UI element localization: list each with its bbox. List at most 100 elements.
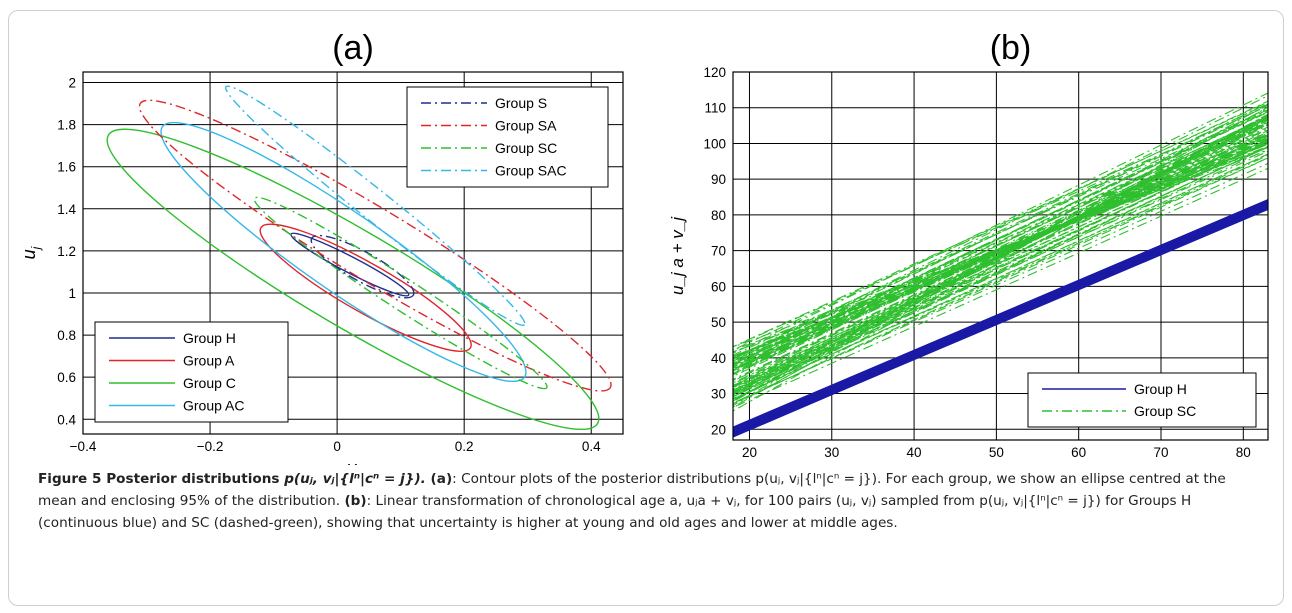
legend-bottom-left-a-entry: Group H — [183, 330, 236, 346]
legend-top-right-a-box — [406, 86, 609, 188]
caption-lead: Figure 5 Posterior distributions — [38, 471, 285, 487]
sample-line-group-h — [733, 202, 1268, 432]
y-axis-label-b-text: u_j a + v_j — [668, 216, 687, 295]
sample-line-group-sc — [733, 157, 1268, 405]
caption-a-label: (a) — [425, 471, 453, 487]
sample-line-group-h — [733, 206, 1268, 436]
sample-line-group-sc — [733, 142, 1268, 389]
y-tick-label: 1.2 — [57, 244, 76, 259]
y-axis-label-a-text: uj — [19, 246, 43, 259]
sample-line-group-sc — [733, 134, 1268, 370]
sample-line-group-sc — [733, 117, 1268, 406]
chart-panel-b: 20 30 40 50 60 70 80 20 30 40 50 60 70 80 90 100 110 120 (… — [668, 29, 1269, 465]
legend-top-right-a-entry: Group SA — [495, 118, 557, 134]
ellipse-group-c — [106, 128, 600, 431]
ellipse-group-h — [290, 232, 410, 297]
ellipse-group-s — [310, 234, 415, 299]
y-axis-label-a-sub: j — [29, 246, 43, 251]
x-tick-label: 50 — [989, 445, 1004, 460]
figure-frame — [8, 10, 1284, 606]
x-tick-label: 80 — [1236, 445, 1251, 460]
sample-line-group-sc — [733, 130, 1268, 382]
y-tick-label: 0.4 — [57, 412, 76, 427]
y-axis-label-b: u_j a + v_j — [668, 216, 687, 295]
caption-b-label: (b) — [344, 493, 367, 509]
legend-top-right-a: Group S Group SA Group SC Group SAC — [406, 86, 609, 188]
y-tick-label: 1 — [68, 286, 76, 301]
sample-line-group-h — [733, 203, 1268, 433]
y-tick-label: 2 — [68, 76, 76, 91]
x-tick-label: 0.2 — [455, 439, 474, 454]
ellipse-group-ac — [160, 121, 527, 383]
sample-line-group-sc — [733, 154, 1268, 405]
legend-bottom-left-a-entry: Group AC — [183, 398, 244, 414]
y-tick-label: 70 — [711, 244, 726, 259]
chart-panel-a: −0.4 −0.2 0 0.2 0.4 0.4 0.6 0.8 1 1.2 1.4 1.6 1.8 2 (a… — [19, 29, 624, 465]
x-tick-label: −0.4 — [70, 439, 97, 454]
panel-label-a: (a) — [332, 29, 374, 67]
plot-border — [732, 71, 1269, 441]
legend-top-right-a-entry: Group SAC — [495, 163, 567, 179]
sample-line-group-sc — [733, 139, 1268, 358]
legend-bottom-left-a-entry: Group A — [183, 353, 235, 369]
ellipse-group-sa — [138, 99, 612, 392]
y-tick-label: 100 — [703, 136, 726, 151]
legend-bottom-left-a: Group H Group A Group C Group AC — [94, 321, 289, 423]
x-tick-label: −0.2 — [197, 439, 224, 454]
sample-line-group-sc — [733, 115, 1268, 403]
sample-line-group-sc — [733, 138, 1268, 388]
plot-border — [82, 71, 624, 435]
sample-line-group-sc — [733, 145, 1268, 357]
sample-line-group-h — [733, 208, 1268, 438]
sample-line-group-sc — [733, 105, 1268, 360]
sample-line-group-sc — [733, 103, 1268, 408]
sample-line-group-sc — [733, 126, 1268, 384]
y-tick-label: 60 — [711, 279, 726, 294]
y-tick-label: 1.4 — [57, 202, 76, 217]
sample-line-group-sc — [733, 140, 1268, 363]
panel-label-b: (b) — [990, 29, 1032, 67]
x-tick-label: 30 — [824, 445, 839, 460]
sample-line-group-sc — [733, 101, 1268, 348]
sample-line-group-sc — [733, 92, 1268, 354]
y-tick-label: 90 — [711, 172, 726, 187]
sample-line-group-sc — [733, 123, 1268, 374]
y-tick-label: 1.8 — [57, 118, 76, 133]
caption-lead-math: p(uⱼ, vⱼ|{lⁿ|cⁿ = j}). — [284, 471, 426, 487]
legend-b-entry: Group SC — [1134, 403, 1196, 419]
sample-line-group-sc — [733, 142, 1268, 358]
sample-line-group-sc — [733, 135, 1268, 387]
sample-line-group-sc — [733, 116, 1268, 365]
y-tick-label: 30 — [711, 387, 726, 402]
sample-line-group-sc — [733, 138, 1268, 388]
sample-lines-layer — [733, 92, 1268, 438]
y-tick-label: 40 — [711, 351, 726, 366]
sample-line-group-sc — [733, 106, 1268, 402]
y-tick-label: 110 — [704, 101, 726, 116]
x-tick-label: 0.4 — [582, 439, 601, 454]
legend-bottom-right-b: Group H Group SC — [1027, 372, 1257, 428]
caption-b-text: : Linear transformation of chronological… — [38, 493, 1192, 531]
x-tick-label: 70 — [1153, 445, 1168, 460]
sample-line-group-sc — [733, 100, 1268, 351]
sample-line-group-sc — [733, 153, 1268, 400]
sample-line-group-sc — [733, 147, 1268, 351]
legend-b-box — [1027, 372, 1257, 428]
y-tick-label: 20 — [711, 422, 726, 437]
caption-a-text: : Contour plots of the posterior distrib… — [38, 471, 1226, 509]
x-axis-label-a: vj — [347, 458, 359, 465]
x-axis-label-b: a — [995, 462, 1005, 465]
ellipse-group-a — [259, 223, 472, 352]
y-tick-label: 0.6 — [57, 370, 76, 385]
sample-line-group-sc — [733, 148, 1268, 398]
sample-line-group-sc — [733, 107, 1268, 369]
x-tick-label: 0 — [333, 439, 341, 454]
sample-line-group-sc — [733, 109, 1268, 365]
x-tick-label: 40 — [907, 445, 922, 460]
sample-line-group-sc — [733, 146, 1268, 396]
y-tick-label: 1.6 — [57, 160, 76, 175]
figure-caption: Figure 5 Posterior distributions p(uⱼ, v… — [38, 468, 1268, 534]
y-tick-label: 80 — [711, 208, 726, 223]
y-tick-label: 0.8 — [57, 328, 76, 343]
sample-line-group-sc — [733, 117, 1268, 370]
